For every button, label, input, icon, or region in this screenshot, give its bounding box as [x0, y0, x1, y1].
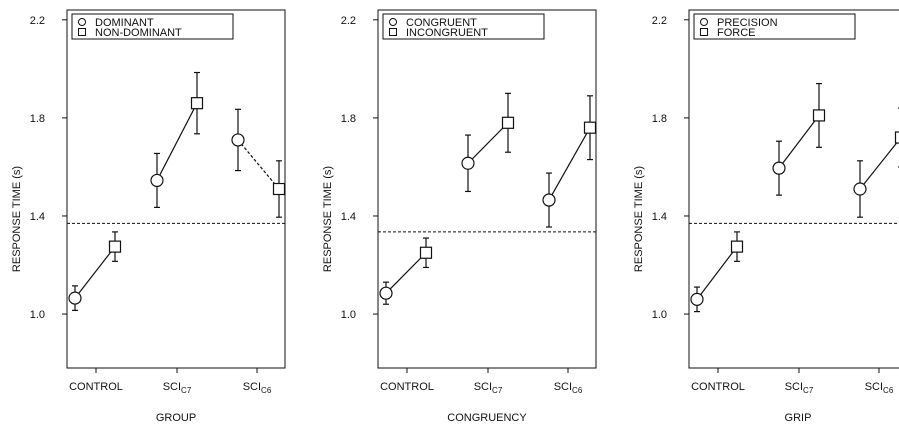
x-tick-label-subscript: C7 [492, 386, 503, 395]
y-tick-label: 2.2 [341, 15, 356, 27]
x-tick-label: SCIC6 [865, 381, 894, 395]
connector-line [859, 139, 899, 190]
connector-line [237, 139, 280, 190]
legend-label: CONGRUENT [406, 17, 477, 29]
x-tick-label-subscript: C7 [803, 386, 814, 395]
data-point-square [419, 246, 433, 259]
legend-marker-circle [78, 18, 86, 26]
data-point-square [894, 131, 899, 144]
legend-box [382, 13, 545, 40]
legend-label: PRECISION [717, 17, 778, 29]
data-point-circle [461, 156, 475, 170]
x-tick-label-subscript: C6 [572, 386, 583, 395]
connector-line [385, 252, 427, 294]
data-point-circle [772, 161, 786, 175]
x-tick-label: SCIC6 [243, 381, 272, 395]
legend-label: FORCE [717, 27, 756, 39]
y-tick-label: 1.8 [652, 113, 667, 125]
data-point-square [190, 97, 204, 110]
y-axis-label: RESPONSE TIME (s) [322, 166, 334, 272]
x-tick-label-subscript: C6 [883, 386, 894, 395]
legend-marker-circle [700, 18, 708, 26]
y-tick-label: 1.4 [341, 211, 356, 223]
x-axis-label: CONGRUENCY [447, 412, 527, 424]
data-point-circle [690, 292, 704, 306]
x-axis-label: GRIP [785, 412, 812, 424]
x-tick-label: CONTROL [691, 381, 745, 393]
legend-label: NON-DOMINANT [95, 27, 182, 39]
data-point-circle [231, 133, 245, 147]
data-point-square [108, 240, 122, 253]
plot-frame [377, 9, 597, 369]
panel-congruency: 1.0 1.4 1.8 2.2 RESPONSE TIME (s) CONTROL SCIC… [322, 9, 597, 424]
legend-label: DOMINANT [95, 17, 154, 29]
plot-frame [688, 9, 899, 369]
y-tick-label: 1.8 [30, 113, 45, 125]
x-tick-label: CONTROL [69, 381, 123, 393]
legend-marker-square [700, 28, 708, 36]
y-axis-label: RESPONSE TIME (s) [633, 166, 645, 272]
legend-label: INCONGRUENT [406, 27, 488, 39]
x-tick-label-subscript: C7 [181, 386, 192, 395]
y-tick-label: 1.4 [30, 211, 45, 223]
x-tick-label: SCIC7 [163, 381, 192, 395]
legend-box [693, 13, 856, 40]
y-tick-label: 1.0 [652, 309, 667, 321]
legend-marker-square [78, 28, 86, 36]
connector-line [696, 246, 738, 300]
x-axis-label: GROUP [156, 412, 196, 424]
data-point-circle [150, 173, 164, 188]
legend-marker-circle [389, 18, 397, 26]
data-point-square [583, 121, 597, 134]
y-tick-label: 2.2 [652, 15, 667, 27]
x-tick-label: CONTROL [380, 381, 434, 393]
connector-line [74, 246, 116, 299]
data-point-circle [542, 193, 556, 207]
y-tick-label: 2.2 [30, 15, 45, 27]
y-axis-label: RESPONSE TIME (s) [11, 166, 23, 272]
connector-line [778, 115, 820, 169]
y-tick-label: 1.0 [30, 309, 45, 321]
data-point-square [730, 240, 744, 253]
x-tick-label: SCIC7 [785, 381, 814, 395]
data-point-circle [379, 286, 393, 300]
data-point-circle [68, 291, 82, 305]
plot-frame [66, 9, 286, 369]
x-tick-label-subscript: C6 [261, 386, 272, 395]
data-point-square [812, 109, 826, 122]
connector-line [156, 102, 198, 181]
x-tick-label: SCIC6 [554, 381, 583, 395]
legend-marker-square [389, 28, 397, 36]
y-tick-label: 1.0 [341, 309, 356, 321]
connector-line [548, 127, 591, 201]
x-tick-label: SCIC7 [474, 381, 503, 395]
panel-grip: 1.0 1.4 1.8 2.2 RESPONSE TIME (s) CONTROL SCIC… [633, 9, 899, 424]
legend-box [71, 13, 234, 40]
panel-group: 1.0 1.4 1.8 2.2 RESPONSE TIME (s) CONTROL SCIC… [11, 9, 286, 424]
connector-line [467, 122, 509, 164]
data-point-circle [853, 182, 867, 196]
data-point-square [272, 182, 286, 196]
y-tick-label: 1.8 [341, 113, 356, 125]
data-point-square [501, 116, 515, 129]
y-tick-label: 1.4 [652, 211, 667, 223]
